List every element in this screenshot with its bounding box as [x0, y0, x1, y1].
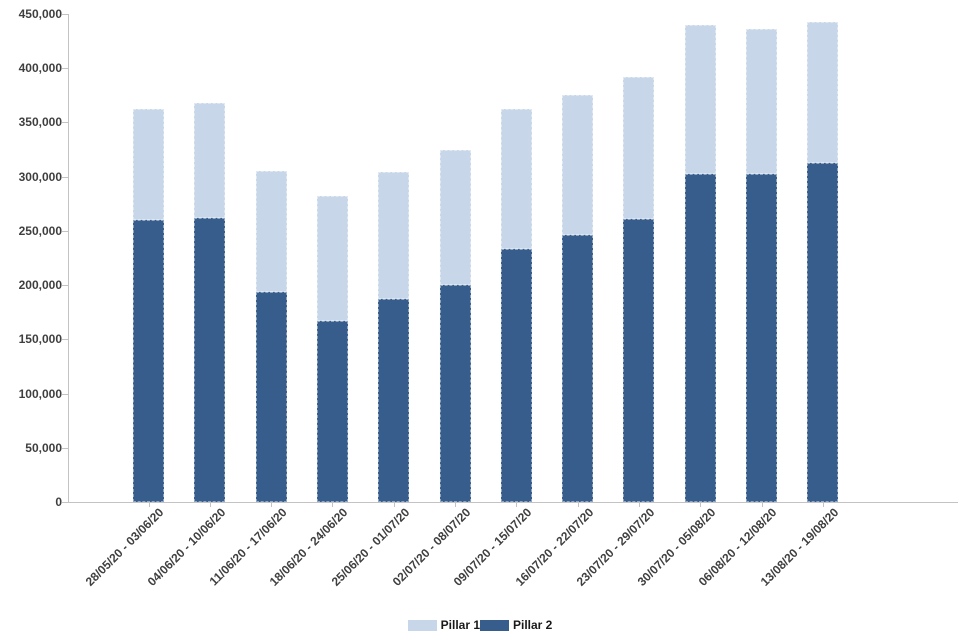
- x-axis-tick-mark: [761, 503, 763, 507]
- bar-segment-pillar-1[interactable]: [194, 102, 226, 218]
- bar-segment-pillar-1[interactable]: [255, 171, 287, 292]
- bar-segment-pillar-1[interactable]: [623, 76, 655, 219]
- bar-segment-pillar-1[interactable]: [439, 149, 471, 286]
- legend-label-pillar-1: Pillar 1: [440, 618, 480, 632]
- bar-segment-pillar-2[interactable]: [255, 291, 287, 502]
- y-axis-tick-mark: [62, 285, 68, 287]
- y-axis-tick-label: 50,000: [25, 440, 62, 455]
- legend-item-pillar-2[interactable]: Pillar 2: [480, 619, 552, 632]
- bar-segment-pillar-2[interactable]: [746, 174, 777, 502]
- legend-label-pillar-2: Pillar 2: [513, 618, 553, 632]
- bar-segment-pillar-2[interactable]: [194, 217, 226, 502]
- y-axis-tick-mark: [62, 14, 68, 15]
- y-axis-tick-mark: [62, 502, 68, 503]
- y-axis-tick-label: 300,000: [18, 169, 62, 184]
- y-axis-tick-mark: [62, 176, 68, 178]
- legend: Pillar 1 Pillar 2: [0, 619, 960, 632]
- x-axis-tick-mark: [271, 503, 273, 507]
- bar-segment-pillar-2[interactable]: [133, 220, 164, 502]
- legend-item-pillar-1[interactable]: Pillar 1: [407, 618, 480, 632]
- x-axis-tick-mark: [148, 503, 150, 507]
- x-axis-tick-mark: [455, 503, 456, 507]
- x-axis-tick-mark: [209, 503, 211, 507]
- y-axis-tick-mark: [62, 393, 68, 395]
- x-axis-tick-mark: [700, 503, 702, 507]
- y-axis-tick-mark: [62, 447, 68, 449]
- x-axis-line: [68, 502, 958, 503]
- y-axis-tick-mark: [62, 230, 68, 232]
- bar-segment-pillar-1[interactable]: [316, 196, 348, 321]
- x-axis-tick-mark: [822, 503, 824, 507]
- bar-segment-pillar-2[interactable]: [500, 249, 532, 502]
- bar-segment-pillar-1[interactable]: [378, 172, 410, 300]
- y-axis-tick-label: 150,000: [18, 332, 62, 347]
- bar-segment-pillar-1[interactable]: [684, 24, 716, 175]
- x-axis-tick-mark: [393, 503, 395, 507]
- legend-swatch-pillar-2-icon: [480, 620, 509, 631]
- bar-segment-pillar-2[interactable]: [807, 162, 839, 502]
- y-axis-tick-label: 0: [55, 495, 62, 509]
- bar-segment-pillar-1[interactable]: [746, 29, 777, 175]
- y-axis-tick-label: 100,000: [18, 386, 62, 401]
- legend-swatch-pillar-1-icon: [407, 620, 437, 631]
- x-axis-tick-mark: [638, 503, 640, 507]
- bar-segment-pillar-2[interactable]: [562, 235, 594, 502]
- y-axis-tick-label: 250,000: [18, 223, 62, 238]
- y-axis-tick-label: 400,000: [18, 61, 62, 76]
- bar-segment-pillar-1[interactable]: [807, 21, 839, 163]
- bar-segment-pillar-2[interactable]: [439, 285, 471, 502]
- y-axis-line: [68, 14, 69, 503]
- y-axis-tick-mark: [62, 339, 68, 341]
- bar-segment-pillar-2[interactable]: [684, 174, 716, 502]
- y-axis-tick-label: 200,000: [18, 278, 62, 293]
- bar-segment-pillar-1[interactable]: [562, 95, 594, 236]
- x-axis-tick-mark: [332, 503, 334, 507]
- x-axis-tick-mark: [577, 503, 579, 507]
- x-axis-tick-mark: [516, 503, 518, 507]
- y-axis-tick-mark: [62, 68, 68, 70]
- bar-segment-pillar-1[interactable]: [500, 109, 532, 250]
- bar-segment-pillar-2[interactable]: [378, 299, 410, 502]
- y-axis-tick-label: 450,000: [18, 7, 62, 21]
- y-axis-tick-label: 350,000: [18, 115, 62, 130]
- bar-segment-pillar-1[interactable]: [133, 109, 164, 221]
- bar-segment-pillar-2[interactable]: [623, 218, 655, 502]
- bar-segment-pillar-2[interactable]: [316, 320, 348, 502]
- y-axis-tick-mark: [62, 122, 68, 124]
